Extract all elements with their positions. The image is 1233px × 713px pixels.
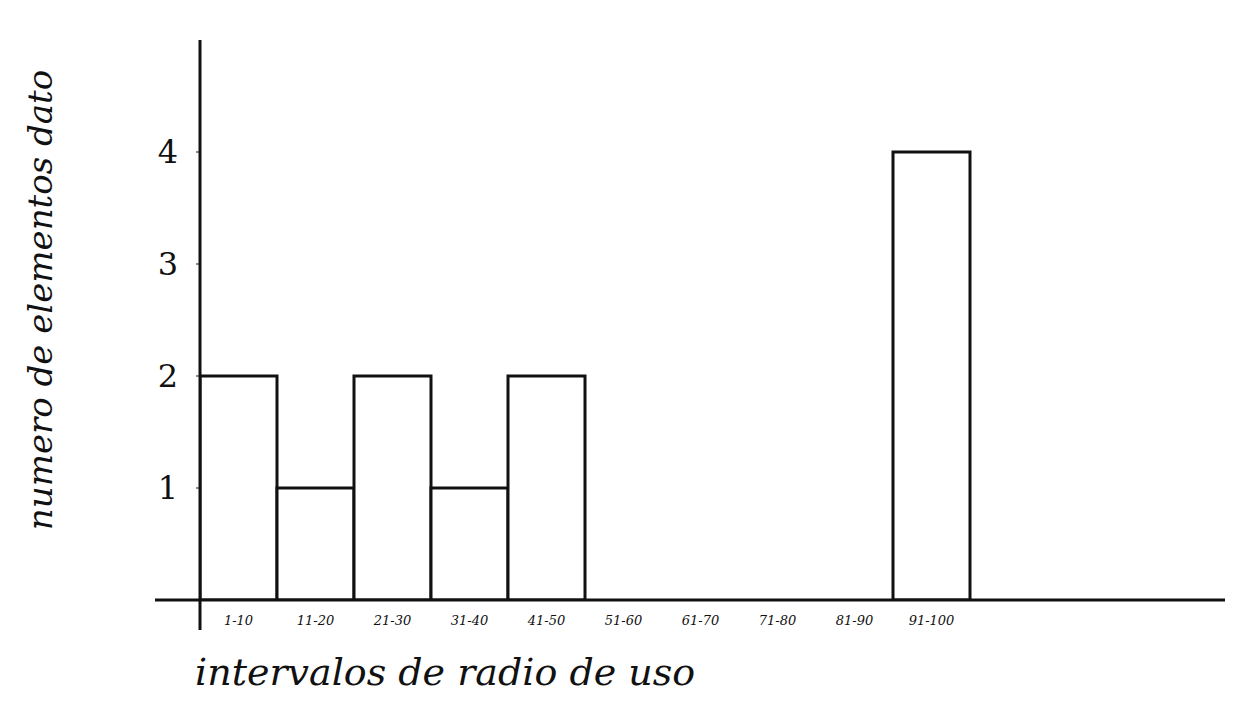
- bar: [508, 376, 585, 600]
- x-tick-label: 71-80: [759, 613, 796, 628]
- y-axis: [199, 40, 202, 630]
- x-axis: [155, 599, 1225, 602]
- bar: [277, 488, 354, 600]
- x-axis-title: intervalos de radio de uso: [195, 650, 695, 694]
- x-tick-label: 91-100: [909, 613, 955, 628]
- x-tick-label: 41-50: [527, 613, 565, 628]
- bars: [200, 152, 970, 600]
- x-tick-label: 1-10: [224, 613, 253, 628]
- y-tick: [196, 264, 200, 265]
- bar: [893, 152, 970, 600]
- y-tick-label: 2: [158, 357, 178, 395]
- y-tick-label: 4: [158, 133, 178, 171]
- x-tick-label: 31-40: [451, 613, 488, 628]
- chart: 1 2 3 4 1-10 11-20 21-30 31-40 41-50 51-60 61-70 71…: [0, 0, 1233, 713]
- y-tick: [196, 376, 200, 377]
- y-axis-title: numero de elementos dato: [20, 70, 60, 530]
- y-tick-label: 1: [158, 469, 178, 507]
- bar: [431, 488, 508, 600]
- x-tick-label: 81-90: [836, 613, 873, 628]
- x-tick-label: 11-20: [297, 613, 334, 628]
- bar: [354, 376, 431, 600]
- y-tick: [196, 152, 200, 153]
- x-tick-label: 21-30: [373, 613, 411, 628]
- y-tick: [196, 488, 200, 489]
- x-tick-label: 61-70: [682, 613, 719, 628]
- x-tick-label: 51-60: [605, 613, 642, 628]
- bar: [200, 376, 277, 600]
- y-tick-label: 3: [158, 245, 178, 283]
